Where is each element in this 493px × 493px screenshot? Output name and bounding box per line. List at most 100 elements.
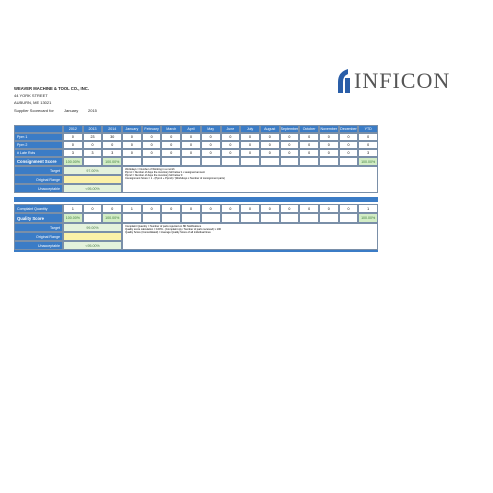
row-label: # Late Rcts <box>14 149 63 157</box>
cell: 0 <box>318 204 339 213</box>
note: Ppm2 = Number of days the inventory fell… <box>125 174 183 177</box>
column-header: YTD <box>358 125 378 133</box>
cell: 0 <box>318 133 339 141</box>
cell: 0 <box>181 141 201 149</box>
address: 44 YORK STREET <box>14 93 48 98</box>
note: Quality score calculation = 100% - (Comp… <box>125 228 222 231</box>
cell <box>279 213 300 223</box>
cell: 0 <box>141 149 162 157</box>
cell: 0 <box>358 141 378 149</box>
column-header: April <box>181 125 201 133</box>
cell: 0 <box>318 149 339 157</box>
row-label: Consignment Score <box>14 157 63 166</box>
logo-text: INFICON <box>354 68 451 93</box>
cell <box>220 157 241 166</box>
company: WEAVER MACHINE & TOOL CO., INC. <box>14 86 89 91</box>
cell <box>279 157 300 166</box>
header-corner <box>14 125 63 133</box>
cell <box>141 157 162 166</box>
row-label: Ppm 1 <box>14 133 63 141</box>
row-label: Complaint Quantity <box>14 204 63 213</box>
notes: Workdays = Number of Working in a month P… <box>122 166 378 193</box>
cell <box>259 213 280 223</box>
cell <box>200 157 221 166</box>
separator <box>14 197 378 202</box>
cell <box>318 157 339 166</box>
cell <box>338 213 359 223</box>
cell: 100.00% <box>63 157 83 166</box>
cell: 1 <box>63 204 83 213</box>
note: Consignment Score = 1 - (Ppm1 + Ppm2) / … <box>125 177 225 180</box>
range-value: 99.00% <box>63 223 123 232</box>
cell: 0 <box>338 149 359 157</box>
cell: 0 <box>220 149 241 157</box>
city: AUBURN, ME 13021 <box>14 100 52 105</box>
cell: 0 <box>82 204 103 213</box>
cell: 0 <box>338 133 359 141</box>
row-label: Ppm 2 <box>14 141 63 149</box>
cell <box>200 213 221 223</box>
cell: 0 <box>279 141 300 149</box>
cell <box>161 157 182 166</box>
cell: 100.00% <box>102 213 123 223</box>
cell: 0 <box>299 204 319 213</box>
cell: 0 <box>279 204 300 213</box>
cell: 100.00% <box>358 213 378 223</box>
scorecard-label: Supplier Scorecard for <box>14 108 54 113</box>
cell <box>122 157 142 166</box>
cell: 0 <box>220 141 241 149</box>
range-label: Target <box>14 166 63 175</box>
cell: 0 <box>161 141 182 149</box>
range-value: 97.00% <box>63 166 123 175</box>
cell: 3 <box>63 149 83 157</box>
cell: 0 <box>299 133 319 141</box>
cell: 100.00% <box>358 157 378 166</box>
cell: 0 <box>220 133 241 141</box>
cell <box>141 213 162 223</box>
cell <box>181 213 201 223</box>
cell <box>240 213 260 223</box>
cell: 0 <box>299 149 319 157</box>
column-header: September <box>279 125 300 133</box>
note: Quality Score (Consolidated) = Average Q… <box>125 231 211 234</box>
cell: 0 <box>299 141 319 149</box>
cell: 0 <box>240 133 260 141</box>
cell <box>338 157 359 166</box>
cell: 0 <box>181 204 201 213</box>
range-value <box>63 232 123 241</box>
cell: 0 <box>102 204 123 213</box>
cell: 0 <box>161 149 182 157</box>
cell <box>82 213 103 223</box>
table-bottom <box>14 250 378 252</box>
cell: 0 <box>240 149 260 157</box>
range-value <box>63 175 123 184</box>
cell: 30 <box>102 133 123 141</box>
cell: 0 <box>338 141 359 149</box>
row-label: Quality Score <box>14 213 63 223</box>
cell: 0 <box>220 204 241 213</box>
cell: 3 <box>358 149 378 157</box>
note: Ppm1 = Number of days the inventory fell… <box>125 171 205 174</box>
cell: 0 <box>63 133 83 141</box>
cell: 3 <box>82 149 103 157</box>
range-label: Target <box>14 223 63 232</box>
cell: 0 <box>200 204 221 213</box>
column-header: January <box>122 125 142 133</box>
cell: 0 <box>279 149 300 157</box>
cell <box>299 157 319 166</box>
cell: 1 <box>122 204 142 213</box>
note: Workdays = Number of Working in a month <box>125 168 175 171</box>
cell: 0 <box>200 133 221 141</box>
cell: 1 <box>358 204 378 213</box>
cell <box>240 157 260 166</box>
month: January <box>64 108 79 113</box>
cell: 0 <box>161 133 182 141</box>
cell <box>161 213 182 223</box>
cell <box>82 157 103 166</box>
cell <box>181 157 201 166</box>
cell: 0 <box>141 204 162 213</box>
cell: 0 <box>279 133 300 141</box>
cell <box>318 213 339 223</box>
column-header: 2012 <box>63 125 83 133</box>
